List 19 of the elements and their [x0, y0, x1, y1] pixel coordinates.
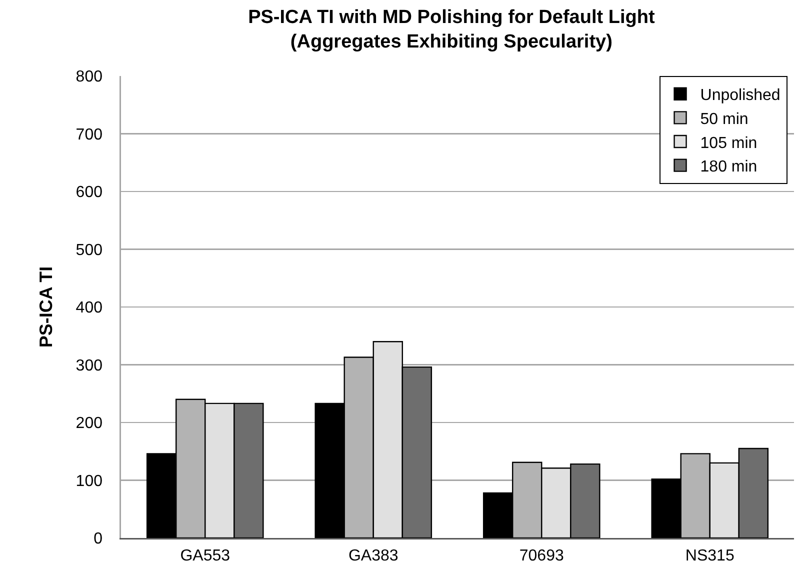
y-tick-label: 700: [76, 126, 103, 144]
y-tick-label: 0: [94, 530, 103, 548]
y-tick-label: 200: [76, 415, 103, 432]
y-tick-label: 100: [76, 472, 103, 490]
y-tick-label: 500: [76, 242, 103, 259]
legend-label: 50 min: [700, 110, 748, 128]
y-axis-title: PS-ICA TI: [36, 266, 56, 348]
y-tick-label: 400: [76, 300, 103, 317]
legend-label: Unpolished: [700, 87, 780, 104]
y-tick-label: 300: [76, 357, 103, 374]
x-tick-label: GA553: [180, 548, 230, 565]
x-tick-label: NS315: [685, 548, 734, 565]
y-tick-label: 800: [76, 68, 103, 86]
x-tick-label: GA383: [348, 548, 398, 565]
chart-title: PS-ICA TI with MD Polishing for Default Light (Aggregates Exhibiting Specularity): [248, 6, 656, 53]
y-tick-label: 600: [76, 184, 103, 202]
legend-label: 180 min: [700, 158, 758, 176]
x-tick-label: 70693: [519, 548, 564, 565]
legend-label: 105 min: [700, 134, 758, 152]
